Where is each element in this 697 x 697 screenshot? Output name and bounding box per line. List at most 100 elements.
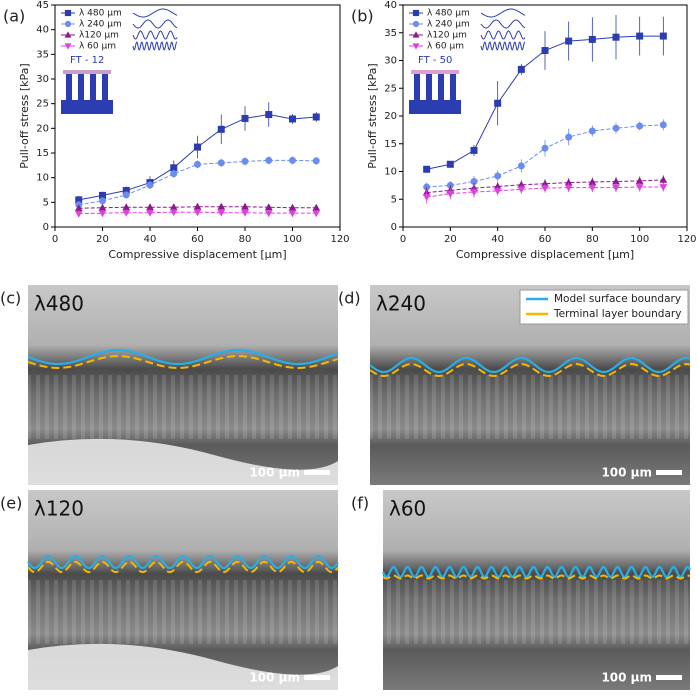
- legend-label: λ120 µm: [427, 31, 467, 41]
- wave-icon: [132, 8, 178, 18]
- marker: [423, 165, 431, 173]
- marker: [217, 125, 225, 133]
- marker: [122, 209, 131, 217]
- y-tick-label: 20: [36, 123, 49, 134]
- y-tick-label: 25: [384, 83, 397, 94]
- marker: [170, 170, 178, 178]
- marker: [64, 31, 72, 38]
- marker: [64, 9, 72, 17]
- x-tick-label: 60: [191, 234, 204, 245]
- scale-bar-label: 100 µm: [249, 671, 300, 685]
- legend-label: λ 60 µm: [427, 42, 464, 52]
- x-tick-label: 20: [96, 234, 109, 245]
- x-tick-label: 120: [330, 234, 349, 245]
- panel-title: λ480: [34, 292, 84, 316]
- marker: [446, 190, 455, 198]
- marker: [217, 159, 225, 167]
- wave-icon: [480, 19, 526, 29]
- marker: [312, 203, 321, 211]
- marker: [217, 209, 226, 217]
- marker: [194, 143, 201, 151]
- marker: [494, 172, 502, 180]
- marker: [146, 203, 154, 211]
- panel-title: λ240: [376, 292, 426, 316]
- legend-label: λ 480 µm: [79, 9, 122, 19]
- legend-label: Model surface boundary: [554, 293, 681, 305]
- marker: [470, 146, 478, 154]
- wave-icon: [480, 8, 526, 18]
- series-line: [426, 179, 664, 194]
- marker: [517, 162, 525, 170]
- inset-base: [61, 100, 113, 114]
- y-tick-label: 10: [384, 167, 397, 178]
- inset-pillar: [90, 74, 96, 100]
- marker: [659, 32, 667, 40]
- scale-bar: [304, 470, 330, 475]
- panel-label: (e): [0, 494, 22, 513]
- marker: [612, 33, 620, 41]
- marker: [412, 20, 420, 28]
- y-tick-label: 40: [384, 0, 397, 11]
- terminal-boundary: [27, 560, 339, 574]
- scale-bar: [304, 675, 330, 680]
- series-line: [78, 206, 317, 209]
- marker: [74, 204, 83, 212]
- y-tick-label: 30: [36, 74, 49, 85]
- marker: [241, 157, 249, 165]
- marker: [241, 114, 249, 122]
- marker: [122, 191, 130, 199]
- legend-label: λ 240 µm: [79, 20, 122, 30]
- y-tick-label: 40: [36, 25, 49, 36]
- y-tick-label: 15: [36, 148, 49, 159]
- terminal-boundary: [27, 355, 339, 369]
- legend-label: Terminal layer boundary: [553, 308, 681, 320]
- marker: [64, 43, 72, 50]
- marker: [636, 122, 644, 130]
- marker: [312, 210, 321, 218]
- marker: [193, 209, 202, 217]
- marker: [312, 113, 320, 121]
- x-tick-label: 0: [52, 234, 58, 245]
- y-tick-label: 5: [391, 194, 397, 205]
- model-boundary: [382, 566, 691, 578]
- marker: [74, 210, 83, 218]
- series-line: [78, 211, 317, 215]
- marker: [98, 203, 107, 211]
- model-boundary: [27, 554, 339, 570]
- marker: [517, 65, 525, 73]
- marker: [494, 99, 502, 107]
- inset-label: FT - 12: [70, 55, 104, 66]
- inset-pillar: [102, 74, 108, 100]
- legend-label: λ 240 µm: [427, 20, 470, 30]
- inset-pillar: [414, 74, 420, 100]
- terminal-boundary: [369, 363, 691, 377]
- x-tick-label: 120: [677, 234, 696, 245]
- inset-cap: [411, 70, 459, 74]
- marker: [217, 202, 226, 210]
- marker: [264, 210, 273, 218]
- marker: [564, 184, 573, 192]
- x-tick-label: 80: [586, 234, 599, 245]
- marker: [289, 115, 296, 123]
- marker: [265, 156, 273, 164]
- y-tick-label: 30: [384, 56, 397, 67]
- panel-label: (c): [0, 289, 21, 308]
- marker: [122, 203, 131, 211]
- x-tick-label: 40: [491, 234, 504, 245]
- marker: [412, 9, 420, 17]
- marker: [588, 35, 596, 43]
- inset-pillar: [66, 74, 72, 100]
- marker: [636, 32, 644, 40]
- y-tick-label: 5: [43, 197, 49, 208]
- micrograph-texture: [383, 580, 690, 644]
- marker: [588, 184, 597, 192]
- marker: [541, 144, 549, 152]
- micrograph-texture: [28, 580, 338, 644]
- y-axis-label: Pull-off stress [kPa]: [366, 63, 379, 168]
- x-tick-label: 20: [444, 234, 457, 245]
- marker: [64, 20, 72, 28]
- marker: [412, 43, 420, 50]
- marker: [288, 210, 297, 218]
- image-legend: [519, 289, 689, 325]
